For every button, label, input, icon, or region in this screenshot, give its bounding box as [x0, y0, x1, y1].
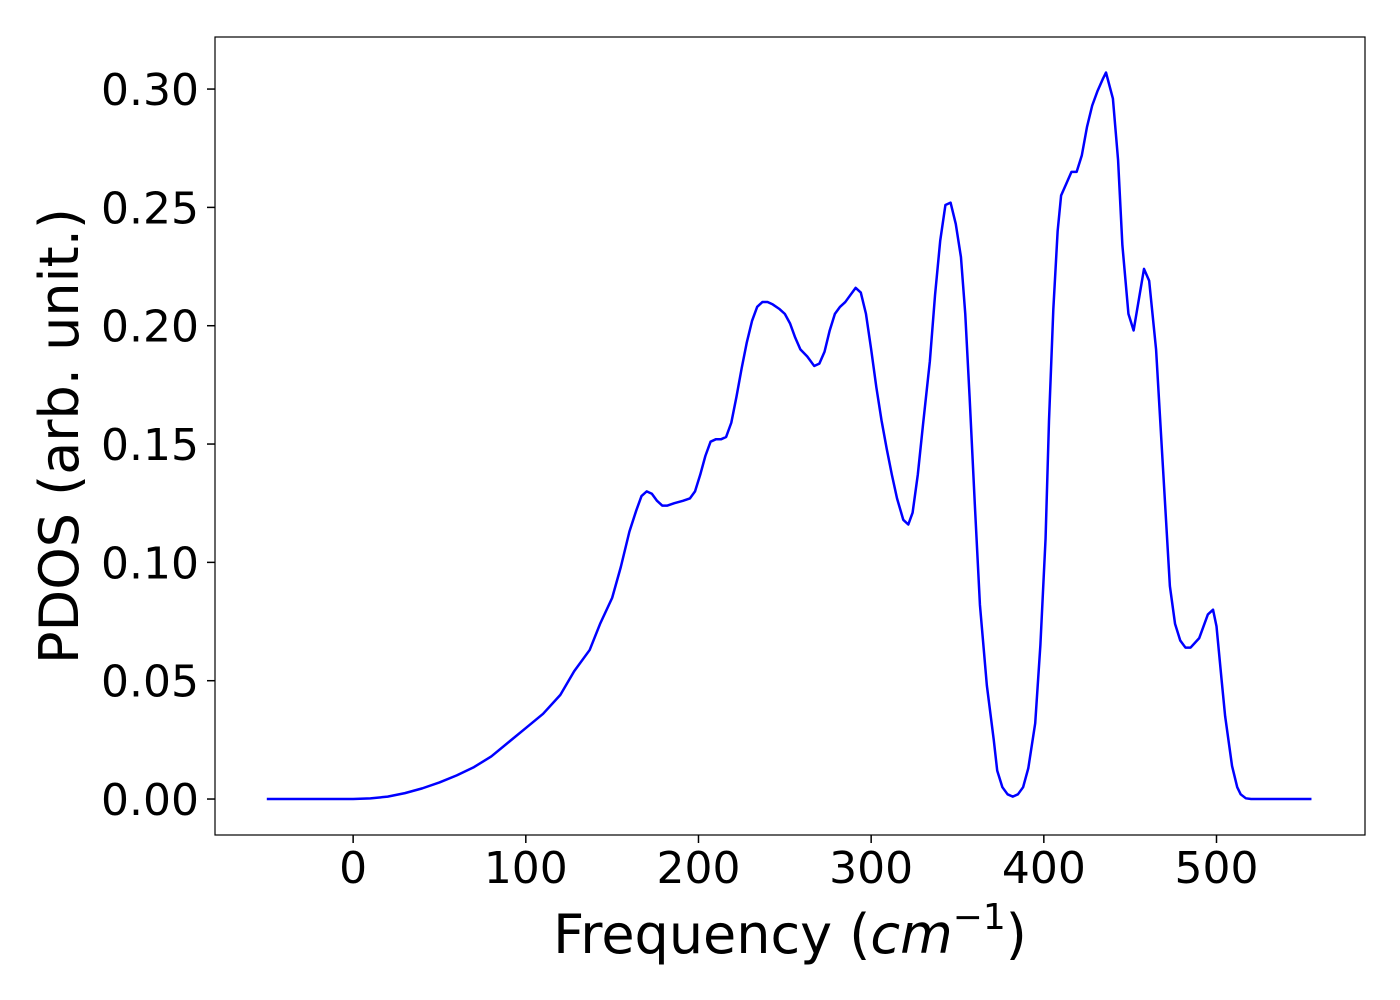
x-tick-label: 200: [656, 843, 740, 894]
y-tick-label: 0.15: [101, 420, 199, 471]
y-tick-label: 0.30: [101, 65, 199, 116]
plot-frame: [214, 36, 1366, 836]
y-tick-label: 0.20: [101, 302, 199, 353]
x-tick-label: 300: [829, 843, 913, 894]
x-label-part: cm: [870, 903, 952, 966]
y-tick-label: 0.25: [101, 183, 199, 234]
x-tick-label: 500: [1175, 843, 1259, 894]
data-line: [266, 71, 1312, 801]
y-tick-label: 0.05: [101, 657, 199, 708]
y-axis-label: PDOS (arb. unit.): [28, 208, 91, 664]
x-tick-label: 100: [484, 843, 568, 894]
x-label-part: Frequency (: [553, 903, 870, 966]
x-tick-label: 400: [1002, 843, 1086, 894]
y-tick-label: 0.10: [101, 538, 199, 589]
x-axis-label: Frequency (cm−1): [553, 897, 1027, 966]
y-tick-label: 0.00: [101, 775, 199, 826]
x-label-part: −1: [953, 897, 1006, 938]
x-tick-label: 0: [339, 843, 367, 894]
x-label-part: ): [1006, 903, 1027, 966]
